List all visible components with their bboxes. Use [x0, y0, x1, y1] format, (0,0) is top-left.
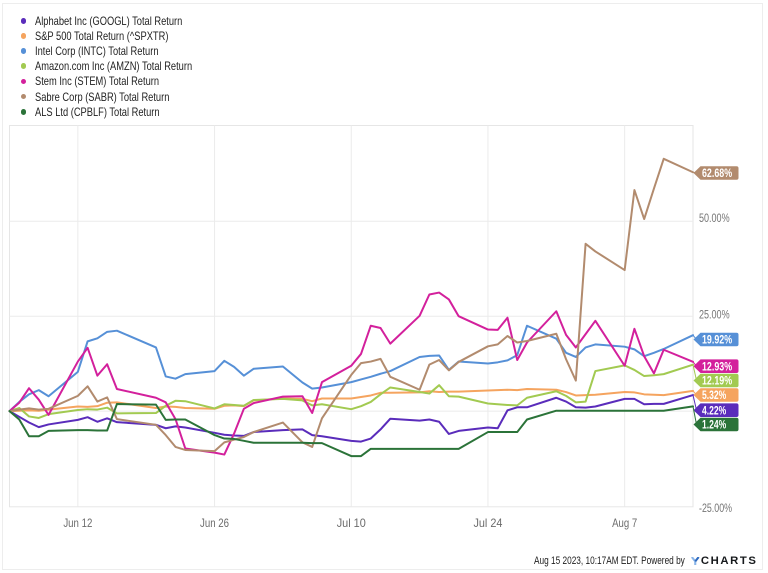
svg-text:1.24%: 1.24%	[702, 420, 726, 432]
svg-text:-25.00%: -25.00%	[699, 501, 732, 515]
svg-text:Jun 26: Jun 26	[200, 516, 229, 530]
svg-text:Jul 10: Jul 10	[337, 516, 366, 530]
svg-text:12.93%: 12.93%	[702, 361, 732, 373]
svg-text:12.19%: 12.19%	[702, 376, 732, 388]
svg-text:Jun 12: Jun 12	[63, 516, 92, 530]
svg-text:Jul 24: Jul 24	[473, 516, 502, 530]
svg-text:5.32%: 5.32%	[702, 390, 726, 402]
svg-text:62.68%: 62.68%	[702, 168, 732, 180]
svg-text:25.00%: 25.00%	[699, 308, 730, 322]
svg-text:4.22%: 4.22%	[702, 405, 726, 417]
svg-text:19.92%: 19.92%	[702, 335, 732, 347]
svg-text:50.00%: 50.00%	[699, 211, 730, 225]
svg-text:Aug 7: Aug 7	[612, 516, 637, 530]
